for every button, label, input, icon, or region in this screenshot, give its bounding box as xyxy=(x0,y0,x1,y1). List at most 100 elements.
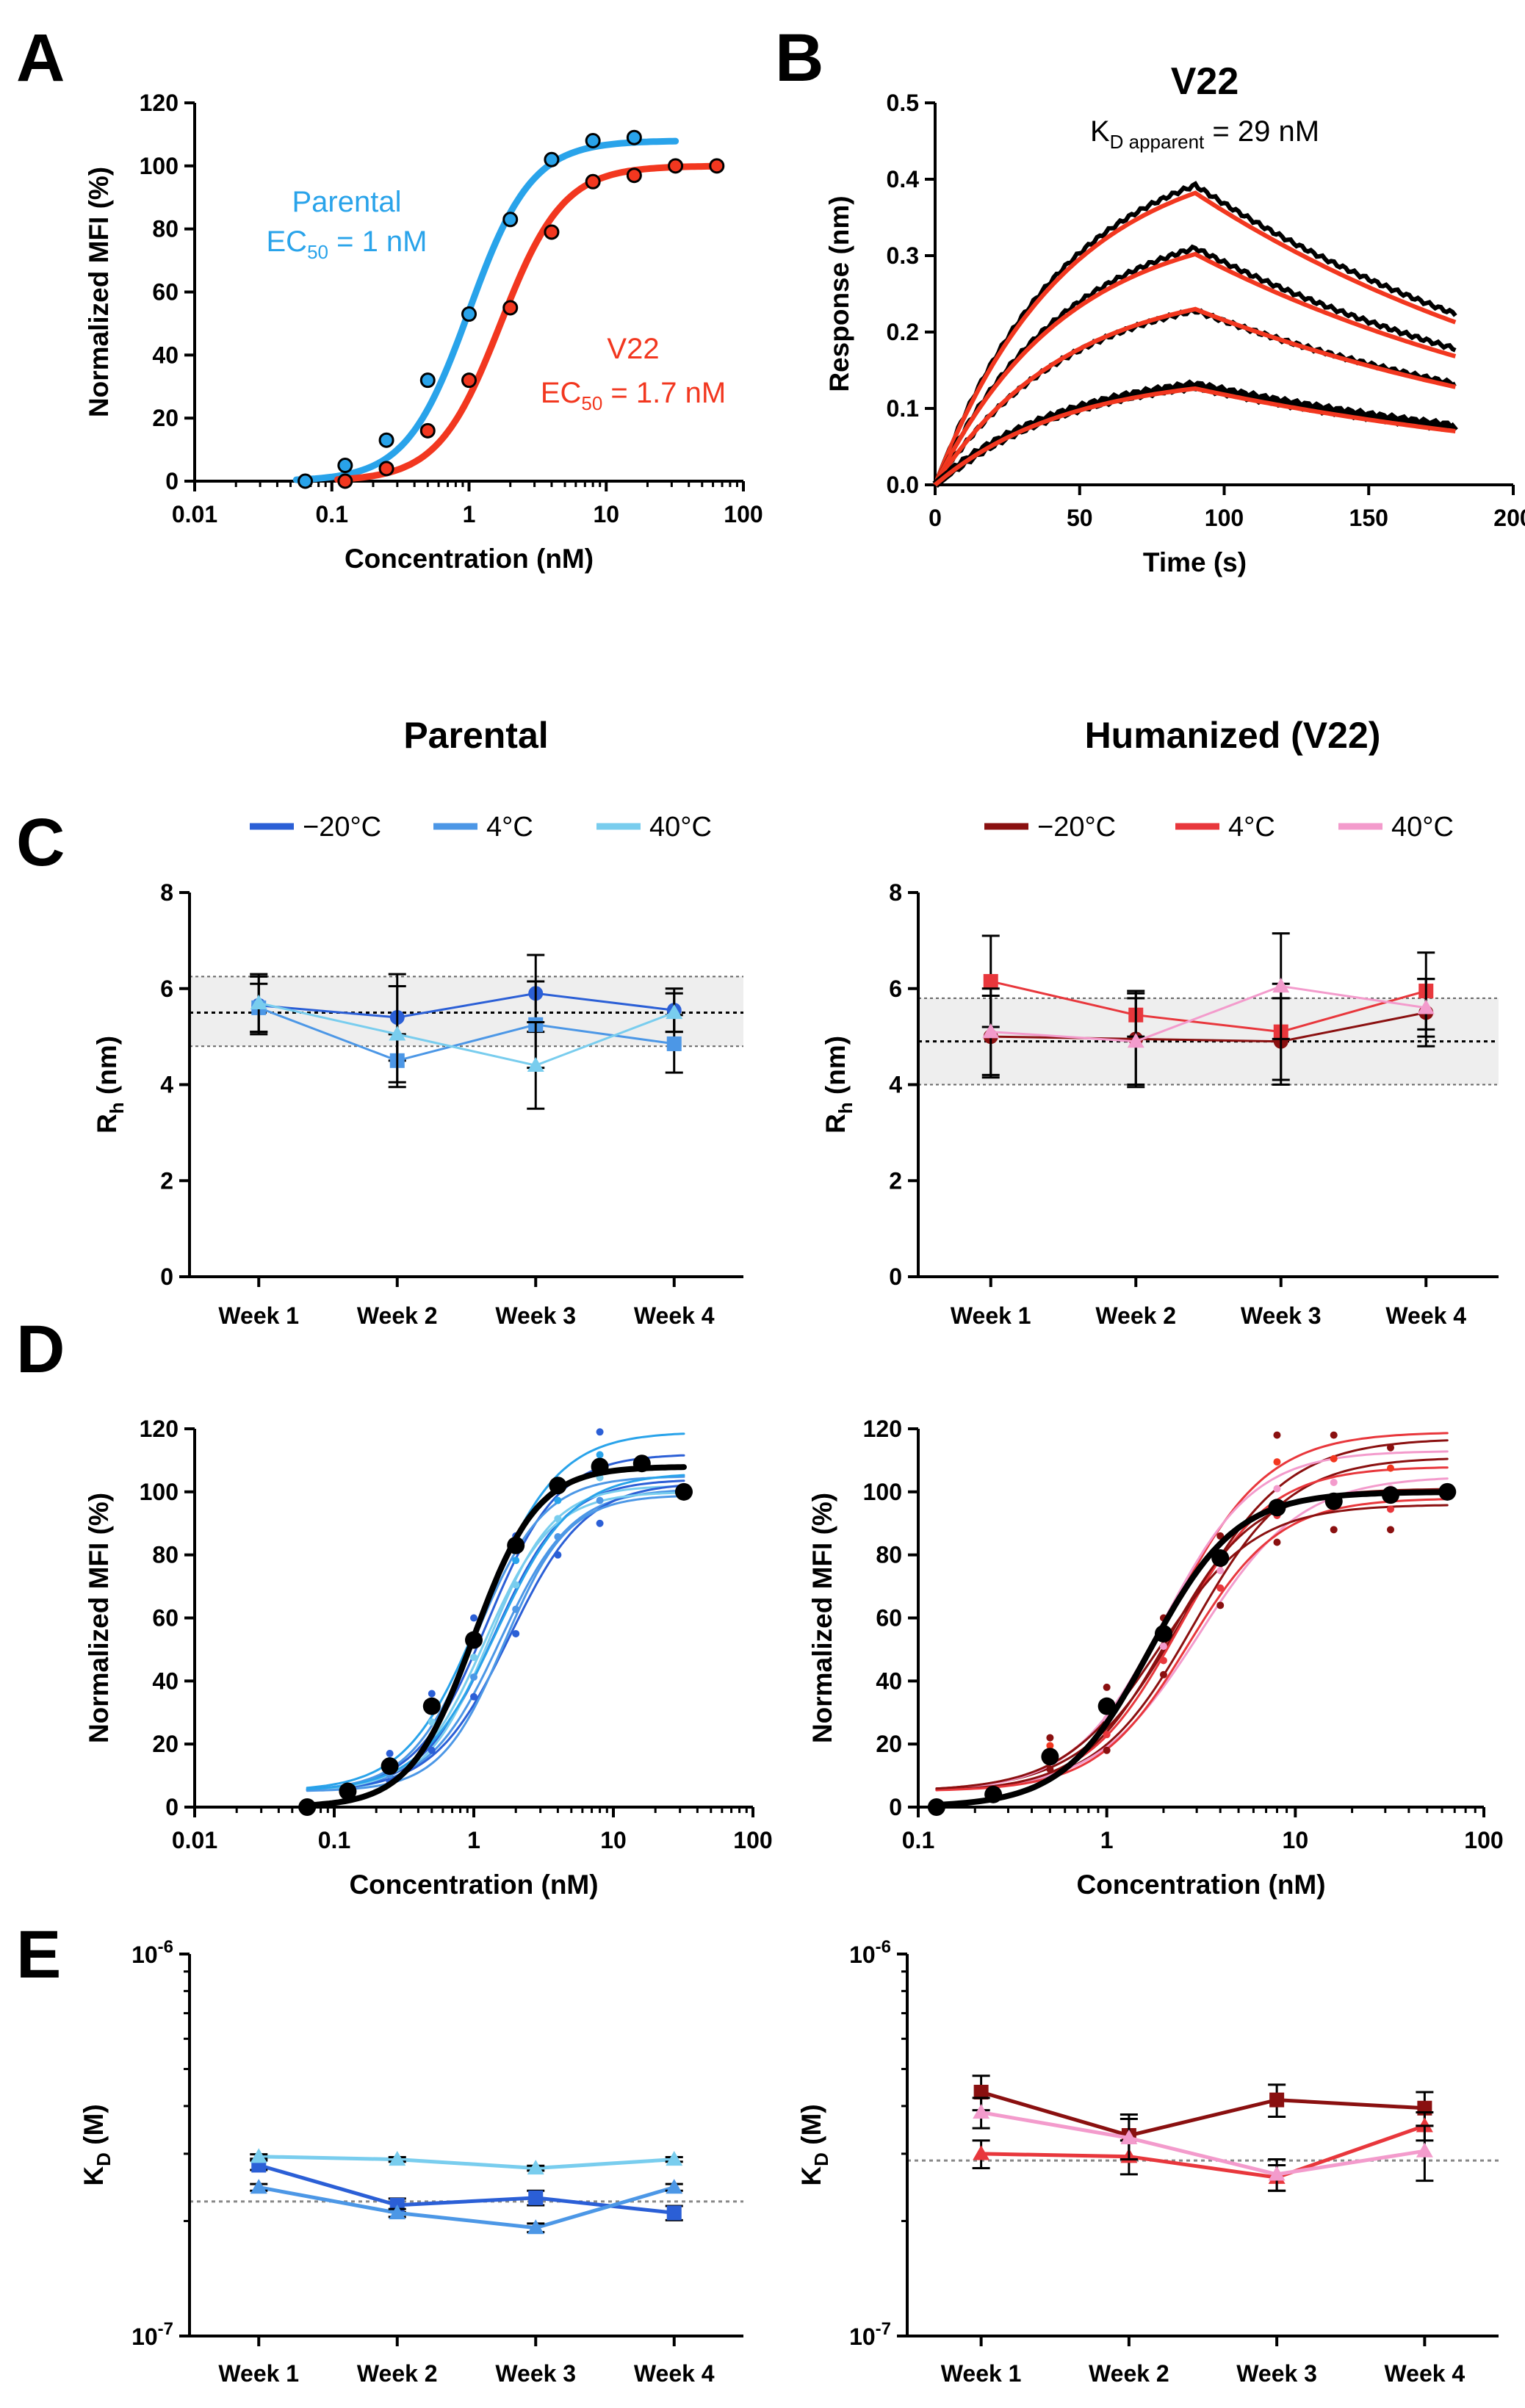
data-point xyxy=(1269,2092,1285,2108)
y-tick-label: 20 xyxy=(152,1731,179,1757)
replicate-fit xyxy=(306,1491,685,1791)
chart-b-sensorgram: 0.0 0.1 0.2 0.3 0.4 0.5 0 50 100 150 200 Time (s) Re… xyxy=(824,90,1525,577)
y-axis-title: Response (nm) xyxy=(824,195,854,392)
x-tick-label: 1 xyxy=(467,1827,480,1853)
x-tick-label: 10 xyxy=(600,1827,627,1853)
replicate-point xyxy=(1216,1584,1225,1592)
y-tick-label: 0 xyxy=(889,1794,902,1820)
y-axis-title: Rh (nm) xyxy=(821,1036,857,1133)
annotation-v22: V22 xyxy=(607,333,659,365)
x-tick-label: Week 4 xyxy=(1385,2360,1465,2387)
reference-fit xyxy=(304,1464,687,1809)
reference-point xyxy=(1438,1482,1457,1501)
x-tick-label: 10 xyxy=(593,501,619,527)
chart-c-humanized-rh: 0 2 4 6 8 Week 1 Week 2 Week 3 Week 4 Rh (nm) xyxy=(821,879,1499,1329)
replicate-point xyxy=(1103,1683,1111,1691)
replicate-point xyxy=(1046,1742,1054,1750)
data-point xyxy=(666,1036,682,1051)
x-axis-title: Concentration (nM) xyxy=(1076,1870,1325,1900)
data-point xyxy=(544,224,560,240)
replicate-point xyxy=(1330,1454,1338,1463)
x-tick-label: Week 4 xyxy=(634,1302,715,1329)
data-point xyxy=(527,2219,544,2235)
replicate-point xyxy=(1386,1505,1394,1513)
panel-letter-e: E xyxy=(16,1917,61,1992)
y-tick-label: 0.3 xyxy=(887,242,919,269)
x-axis-title: Concentration (nM) xyxy=(349,1870,598,1900)
replicate-point xyxy=(1046,1734,1054,1742)
x-tick-label: 100 xyxy=(1464,1827,1503,1853)
data-point xyxy=(1127,1033,1144,1048)
x-tick-label: 0.1 xyxy=(318,1827,350,1853)
y-tick-label: 8 xyxy=(160,879,173,906)
y-tick-label: 60 xyxy=(876,1605,902,1632)
reference-point xyxy=(591,1457,609,1476)
data-point xyxy=(666,2179,683,2194)
annotation-kd-apparent: KD apparent = 29 nM xyxy=(1090,115,1319,153)
replicate-fit xyxy=(306,1475,685,1791)
data-point xyxy=(585,173,601,190)
x-tick-label: 200 xyxy=(1493,505,1525,531)
annotation-v22-ec50: EC50 = 1.7 nM xyxy=(541,377,726,414)
x-tick-label: 0.1 xyxy=(902,1827,934,1853)
legend-label-40: 40°C xyxy=(1391,812,1454,843)
series-line xyxy=(259,2155,674,2171)
y-tick-label: 0.1 xyxy=(887,395,919,422)
data-point xyxy=(668,158,684,174)
reference-point xyxy=(465,1631,483,1649)
fit-curve-v22 xyxy=(334,162,721,483)
legend-parental: −20°C 4°C 40°C xyxy=(250,812,712,843)
data-point xyxy=(973,2145,990,2160)
replicate-point xyxy=(470,1673,477,1681)
y-tick-label: 0.2 xyxy=(887,319,919,345)
x-axis-title: Concentration (nM) xyxy=(345,544,594,574)
replicate-fit xyxy=(306,1474,685,1791)
fit-trace xyxy=(933,190,1457,486)
x-tick-label: 0.01 xyxy=(172,1827,217,1853)
replicate-point xyxy=(386,1750,394,1758)
y-tick-label: 10-7 xyxy=(849,2319,891,2350)
data-point xyxy=(461,372,477,389)
series-line xyxy=(980,2090,1425,2138)
series-line xyxy=(981,2124,1426,2180)
x-tick-label: 50 xyxy=(1067,505,1093,531)
series-line xyxy=(258,1006,675,1062)
y-tick-label: 80 xyxy=(152,1542,179,1568)
x-tick-label: Week 3 xyxy=(1236,2360,1317,2387)
y-tick-label: 100 xyxy=(140,153,179,179)
y-axis-title: KD (M) xyxy=(796,2104,832,2185)
x-tick-label: Week 2 xyxy=(1095,1302,1176,1329)
replicate-point xyxy=(470,1614,477,1622)
data-point xyxy=(1416,2142,1433,2158)
data-point xyxy=(419,422,436,439)
replicate-point xyxy=(596,1451,604,1459)
x-tick-label: Week 1 xyxy=(218,2360,299,2387)
data-point xyxy=(389,2151,406,2166)
reference-point xyxy=(984,1785,1003,1803)
y-tick-label: 40 xyxy=(876,1668,902,1694)
x-tick-label: 100 xyxy=(733,1827,772,1853)
heading-parental: Parental xyxy=(403,715,548,756)
x-tick-label: Week 2 xyxy=(357,1302,438,1329)
x-tick-label: Week 1 xyxy=(951,1302,1031,1329)
series-line xyxy=(990,1011,1427,1043)
data-point xyxy=(502,300,519,316)
y-tick-label: 0.4 xyxy=(887,166,920,192)
data-point xyxy=(973,2104,990,2119)
replicate-point xyxy=(1386,1443,1394,1452)
data-point xyxy=(527,1056,544,1072)
legend-label-m20: −20°C xyxy=(1037,812,1116,843)
data-point xyxy=(666,2151,683,2166)
data-point xyxy=(983,973,998,989)
y-tick-label: 60 xyxy=(152,1605,179,1632)
replicate-point xyxy=(1216,1532,1225,1540)
replicate-point xyxy=(428,1718,436,1726)
reference-point xyxy=(674,1482,693,1501)
chart-a-dose-response: 0 20 40 60 80 100 120 0.01 0.1 1 10 100 Concentratio… xyxy=(84,90,763,574)
heading-humanized: Humanized (V22) xyxy=(1085,715,1381,756)
panel-b-title: V22 xyxy=(1171,60,1239,103)
y-tick-label: 0.0 xyxy=(887,472,919,498)
y-tick-label: 120 xyxy=(140,90,179,116)
y-tick-label: 10-7 xyxy=(131,2319,173,2350)
replicate-point xyxy=(1273,1485,1281,1493)
